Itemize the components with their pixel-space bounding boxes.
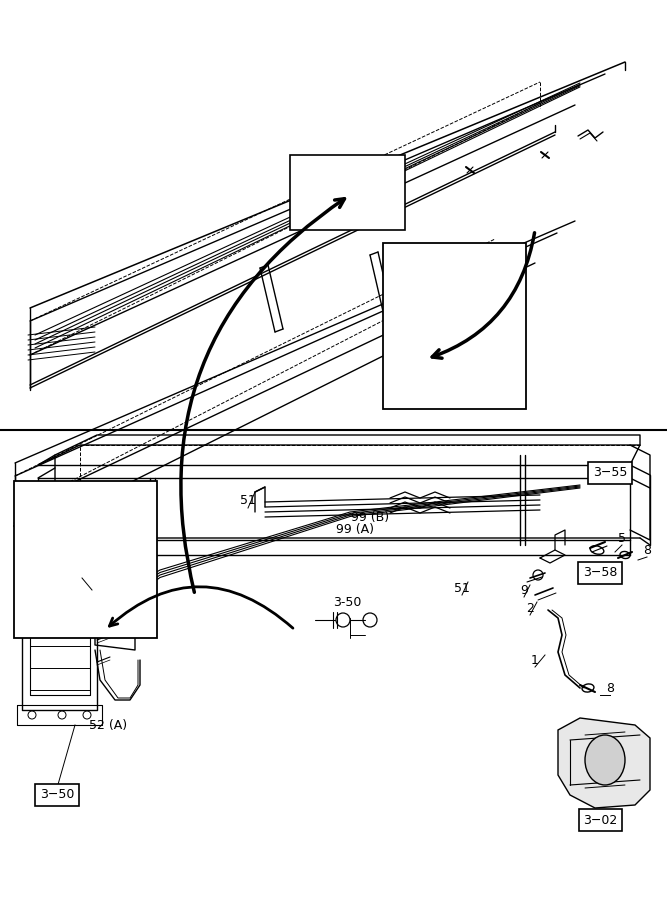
Text: 51: 51 xyxy=(240,493,256,507)
Text: 5: 5 xyxy=(618,532,626,544)
Text: 1: 1 xyxy=(531,653,539,667)
Bar xyxy=(383,243,526,409)
Text: 9: 9 xyxy=(520,583,528,597)
Text: 52 (A): 52 (A) xyxy=(89,718,127,732)
Ellipse shape xyxy=(585,735,625,785)
Bar xyxy=(290,155,405,230)
Text: 3−55: 3−55 xyxy=(593,466,627,480)
Polygon shape xyxy=(558,718,650,808)
Text: 8: 8 xyxy=(643,544,651,556)
Text: 99 (A): 99 (A) xyxy=(336,524,374,536)
Text: 3−02: 3−02 xyxy=(583,814,617,826)
Text: 2: 2 xyxy=(526,601,534,615)
Text: 8: 8 xyxy=(606,681,614,695)
Text: 3−58: 3−58 xyxy=(583,566,617,580)
Text: 3-50: 3-50 xyxy=(333,597,362,609)
Text: 99 (B): 99 (B) xyxy=(351,511,389,525)
Text: 52 (B): 52 (B) xyxy=(43,563,81,577)
Bar xyxy=(14,481,157,638)
Text: 51: 51 xyxy=(454,581,470,595)
Text: 102 (B): 102 (B) xyxy=(429,254,480,268)
Text: 3−50: 3−50 xyxy=(40,788,74,802)
Text: 102 (A): 102 (A) xyxy=(74,492,125,506)
